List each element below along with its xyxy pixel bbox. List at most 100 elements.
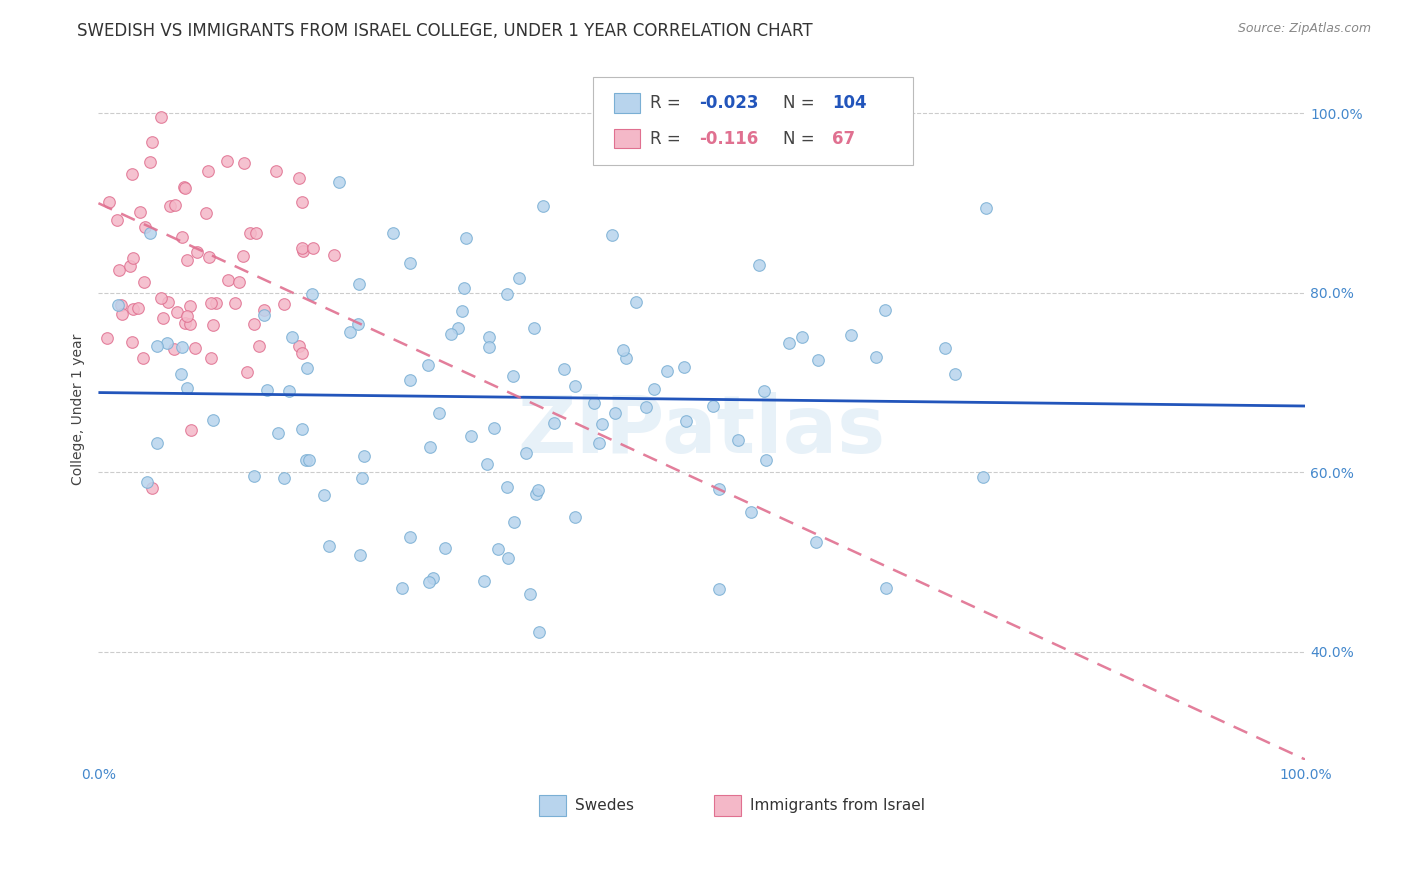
Point — [288, 339, 311, 353]
Point — [318, 539, 340, 553]
Point — [165, 198, 187, 212]
Point — [564, 379, 586, 393]
Point — [531, 199, 554, 213]
Point — [349, 548, 371, 562]
Point — [399, 256, 422, 270]
Point — [419, 441, 441, 455]
Point — [121, 301, 143, 316]
Text: R =: R = — [650, 95, 686, 112]
Point — [179, 318, 201, 332]
Point — [934, 341, 956, 355]
Point — [675, 414, 697, 428]
Point — [121, 335, 143, 350]
Point — [807, 353, 830, 368]
Point — [273, 471, 295, 485]
Text: N =: N = — [783, 95, 820, 112]
Point — [146, 436, 169, 450]
Point — [111, 307, 134, 321]
Point — [150, 291, 173, 305]
Point — [291, 422, 314, 436]
Text: -0.116: -0.116 — [700, 129, 759, 147]
Point — [97, 194, 120, 209]
Point — [790, 330, 813, 344]
Point — [543, 417, 565, 431]
Point — [278, 384, 301, 399]
Point — [247, 339, 270, 353]
Point — [107, 298, 129, 312]
FancyBboxPatch shape — [614, 94, 640, 113]
Point — [242, 469, 264, 483]
Point — [256, 384, 278, 398]
Point — [134, 219, 156, 234]
Point — [381, 226, 404, 240]
Point — [174, 316, 197, 330]
Point — [339, 325, 361, 339]
Point — [233, 155, 256, 169]
Point — [614, 351, 637, 366]
Point — [176, 381, 198, 395]
Point — [159, 199, 181, 213]
Point — [702, 399, 724, 413]
Point — [156, 335, 179, 350]
Point — [122, 251, 145, 265]
Point — [215, 153, 238, 168]
Point — [605, 406, 627, 420]
Point — [298, 453, 321, 467]
Point — [496, 286, 519, 301]
Point — [118, 259, 141, 273]
Point — [172, 340, 194, 354]
Point — [564, 510, 586, 524]
Point — [588, 435, 610, 450]
Point — [582, 396, 605, 410]
Point — [194, 206, 217, 220]
Text: Swedes: Swedes — [575, 797, 634, 813]
Point — [121, 167, 143, 181]
Text: SWEDISH VS IMMIGRANTS FROM ISRAEL COLLEGE, UNDER 1 YEAR CORRELATION CHART: SWEDISH VS IMMIGRANTS FROM ISRAEL COLLEG… — [77, 22, 813, 40]
FancyBboxPatch shape — [593, 77, 912, 165]
Point — [527, 483, 550, 497]
Point — [347, 317, 370, 331]
Point — [707, 582, 730, 597]
Point — [672, 360, 695, 375]
Point — [301, 241, 323, 255]
Point — [176, 310, 198, 324]
Point — [839, 328, 862, 343]
Point — [553, 361, 575, 376]
FancyBboxPatch shape — [714, 795, 741, 815]
Point — [228, 275, 250, 289]
Point — [132, 351, 155, 365]
Text: 67: 67 — [832, 129, 855, 147]
FancyBboxPatch shape — [538, 795, 565, 815]
Point — [157, 294, 180, 309]
Text: -0.023: -0.023 — [700, 95, 759, 112]
Point — [273, 297, 295, 311]
Point — [166, 305, 188, 319]
Point — [353, 449, 375, 463]
Point — [634, 401, 657, 415]
FancyBboxPatch shape — [614, 128, 640, 148]
Point — [529, 625, 551, 640]
Point — [105, 213, 128, 227]
Point — [267, 425, 290, 440]
Point — [281, 329, 304, 343]
Point — [434, 541, 457, 556]
Point — [163, 342, 186, 356]
Point — [292, 244, 315, 259]
Point — [453, 281, 475, 295]
Point — [170, 368, 193, 382]
Point — [323, 248, 346, 262]
Point — [440, 327, 463, 342]
Point — [197, 163, 219, 178]
Point — [974, 201, 997, 215]
Text: R =: R = — [650, 129, 692, 147]
Point — [460, 429, 482, 443]
Point — [707, 482, 730, 496]
Point — [418, 358, 440, 372]
Point — [806, 535, 828, 549]
Point — [253, 302, 276, 317]
Point — [524, 487, 547, 501]
Point — [347, 277, 370, 291]
Point — [418, 575, 440, 590]
Point — [139, 155, 162, 169]
Point — [486, 542, 509, 557]
